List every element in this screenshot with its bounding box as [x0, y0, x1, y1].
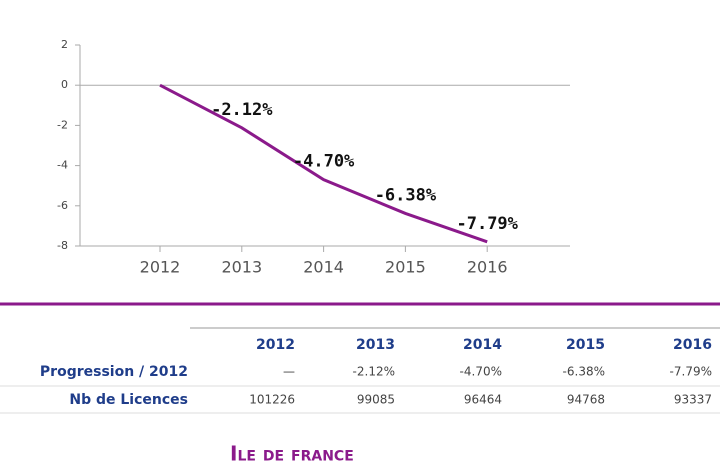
- column-header: 2013: [356, 337, 395, 353]
- column-header: 2015: [566, 337, 605, 353]
- x-tick-label: 2016: [467, 258, 508, 277]
- footer-title: Ile de france: [230, 442, 354, 466]
- cell: 96464: [464, 393, 502, 407]
- y-tick-label: -8: [57, 239, 68, 252]
- x-tick-label: 2015: [385, 258, 426, 277]
- cell: 94768: [567, 393, 605, 407]
- y-tick-label: -6: [57, 199, 68, 212]
- y-tick-label: -2: [57, 118, 68, 131]
- cell: -6.38%: [563, 365, 605, 379]
- data-label: -7.79%: [456, 214, 518, 234]
- cell: 99085: [357, 393, 395, 407]
- y-tick-label: -4: [57, 159, 68, 172]
- x-tick-label: 2014: [303, 258, 344, 277]
- data-label: -6.38%: [375, 185, 437, 205]
- cell: —: [283, 365, 295, 379]
- data-label: -4.70%: [293, 152, 355, 172]
- data-label: -2.12%: [211, 100, 273, 120]
- y-tick-label: 2: [61, 38, 68, 51]
- column-header: 2014: [463, 337, 502, 353]
- row-label: Progression / 2012: [40, 364, 188, 380]
- cell: 93337: [674, 393, 712, 407]
- row-label: Nb de Licences: [69, 392, 188, 408]
- cell: -4.70%: [460, 365, 502, 379]
- column-header: 2012: [256, 337, 295, 353]
- cell: 101226: [249, 393, 295, 407]
- cell: -2.12%: [353, 365, 395, 379]
- x-tick-label: 2013: [221, 258, 262, 277]
- cell: -7.79%: [670, 365, 712, 379]
- column-header: 2016: [673, 337, 712, 353]
- line: [159, 83, 488, 244]
- x-tick-label: 2012: [140, 258, 181, 277]
- y-tick-label: 0: [61, 78, 68, 91]
